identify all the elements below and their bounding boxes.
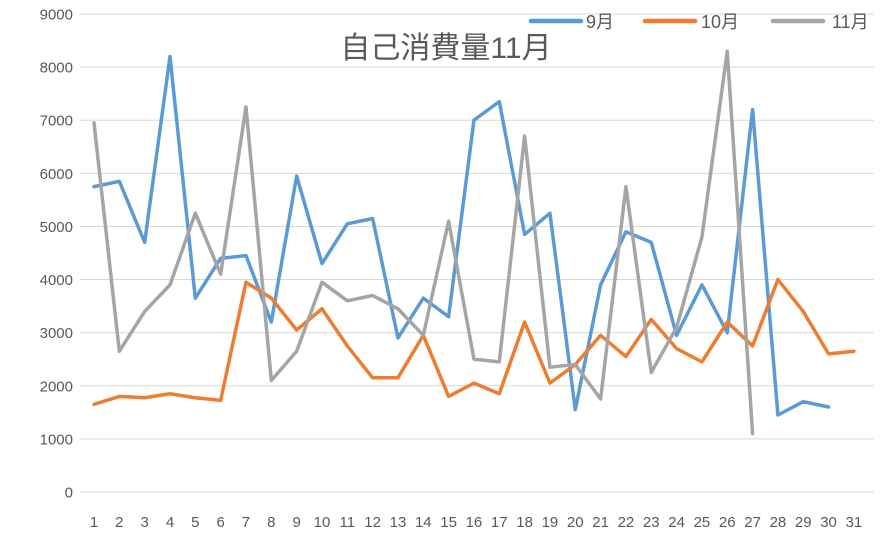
x-axis-tick-label: 23 xyxy=(643,514,660,531)
legend-label: 9月 xyxy=(586,12,614,32)
x-axis-tick-label: 17 xyxy=(491,514,508,531)
y-axis-tick-label: 3000 xyxy=(40,325,73,342)
legend-label: 10月 xyxy=(701,12,739,32)
x-axis-tick-label: 30 xyxy=(820,514,837,531)
y-axis-tick-label: 4000 xyxy=(40,272,73,289)
x-axis-tick-label: 8 xyxy=(267,514,275,531)
series-lines-layer xyxy=(92,49,856,436)
y-axis-tick-label: 2000 xyxy=(40,378,73,395)
x-axis-tick-label: 20 xyxy=(567,514,584,531)
y-axis-tick-label: 8000 xyxy=(40,60,73,77)
x-axis-tick-label: 15 xyxy=(440,514,457,531)
series-line-11月 xyxy=(92,49,755,436)
x-axis-tick-label: 21 xyxy=(592,514,609,531)
y-axis-labels: 0 1000 2000 3000 4000 5000 6000 7000 8000 9000 xyxy=(40,7,73,502)
y-axis-tick-label: 6000 xyxy=(40,166,73,183)
y-axis-tick-label: 7000 xyxy=(40,113,73,130)
legend-label: 11月 xyxy=(832,12,869,32)
x-axis-tick-label: 22 xyxy=(618,514,635,531)
x-axis-tick-label: 24 xyxy=(668,514,685,531)
legend-item-11月: 11月 xyxy=(770,12,869,32)
x-axis-tick-label: 19 xyxy=(542,514,559,531)
x-axis-tick-label: 3 xyxy=(140,514,148,531)
gridlines-layer xyxy=(80,13,874,493)
legend: 9月 10月 11月 xyxy=(528,12,869,32)
x-axis-tick-label: 11 xyxy=(340,514,356,531)
x-axis-tick-label: 27 xyxy=(744,514,761,531)
x-axis-tick-label: 14 xyxy=(415,514,432,531)
y-axis-tick-label: 0 xyxy=(65,485,73,502)
x-axis-tick-label: 4 xyxy=(166,514,174,531)
y-axis-tick-label: 9000 xyxy=(40,7,73,24)
x-axis-tick-label: 29 xyxy=(795,514,812,531)
y-axis-tick-label: 5000 xyxy=(40,219,73,236)
x-axis-tick-label: 1 xyxy=(90,514,98,531)
x-axis-tick-label: 7 xyxy=(242,514,250,531)
x-axis-tick-label: 18 xyxy=(516,514,533,531)
legend-item-10月: 10月 xyxy=(642,12,739,32)
x-axis-tick-label: 13 xyxy=(390,514,407,531)
chart-title: 自己消費量11月 xyxy=(340,32,551,65)
x-axis-tick-label: 12 xyxy=(364,514,381,531)
x-axis-tick-label: 16 xyxy=(466,514,483,531)
x-axis-tick-label: 5 xyxy=(191,514,199,531)
x-axis-tick-label: 28 xyxy=(770,514,787,531)
x-axis-tick-label: 9 xyxy=(292,514,300,531)
legend-item-9月: 9月 xyxy=(528,12,614,32)
x-axis-tick-label: 2 xyxy=(115,514,123,531)
x-axis-tick-label: 26 xyxy=(719,514,736,531)
x-axis-tick-label: 25 xyxy=(694,514,711,531)
series-line-10月 xyxy=(92,277,856,407)
y-axis-tick-label: 1000 xyxy=(40,431,73,448)
x-axis-tick-label: 10 xyxy=(314,514,331,531)
x-axis-tick-label: 6 xyxy=(216,514,224,531)
x-axis-labels: 1 2 3 4 5 6 7 8 9 10 11 12 13 14 15 16 17 18 19 20 21 22 23 24 2… xyxy=(90,514,862,531)
x-axis-tick-label: 31 xyxy=(846,514,863,531)
